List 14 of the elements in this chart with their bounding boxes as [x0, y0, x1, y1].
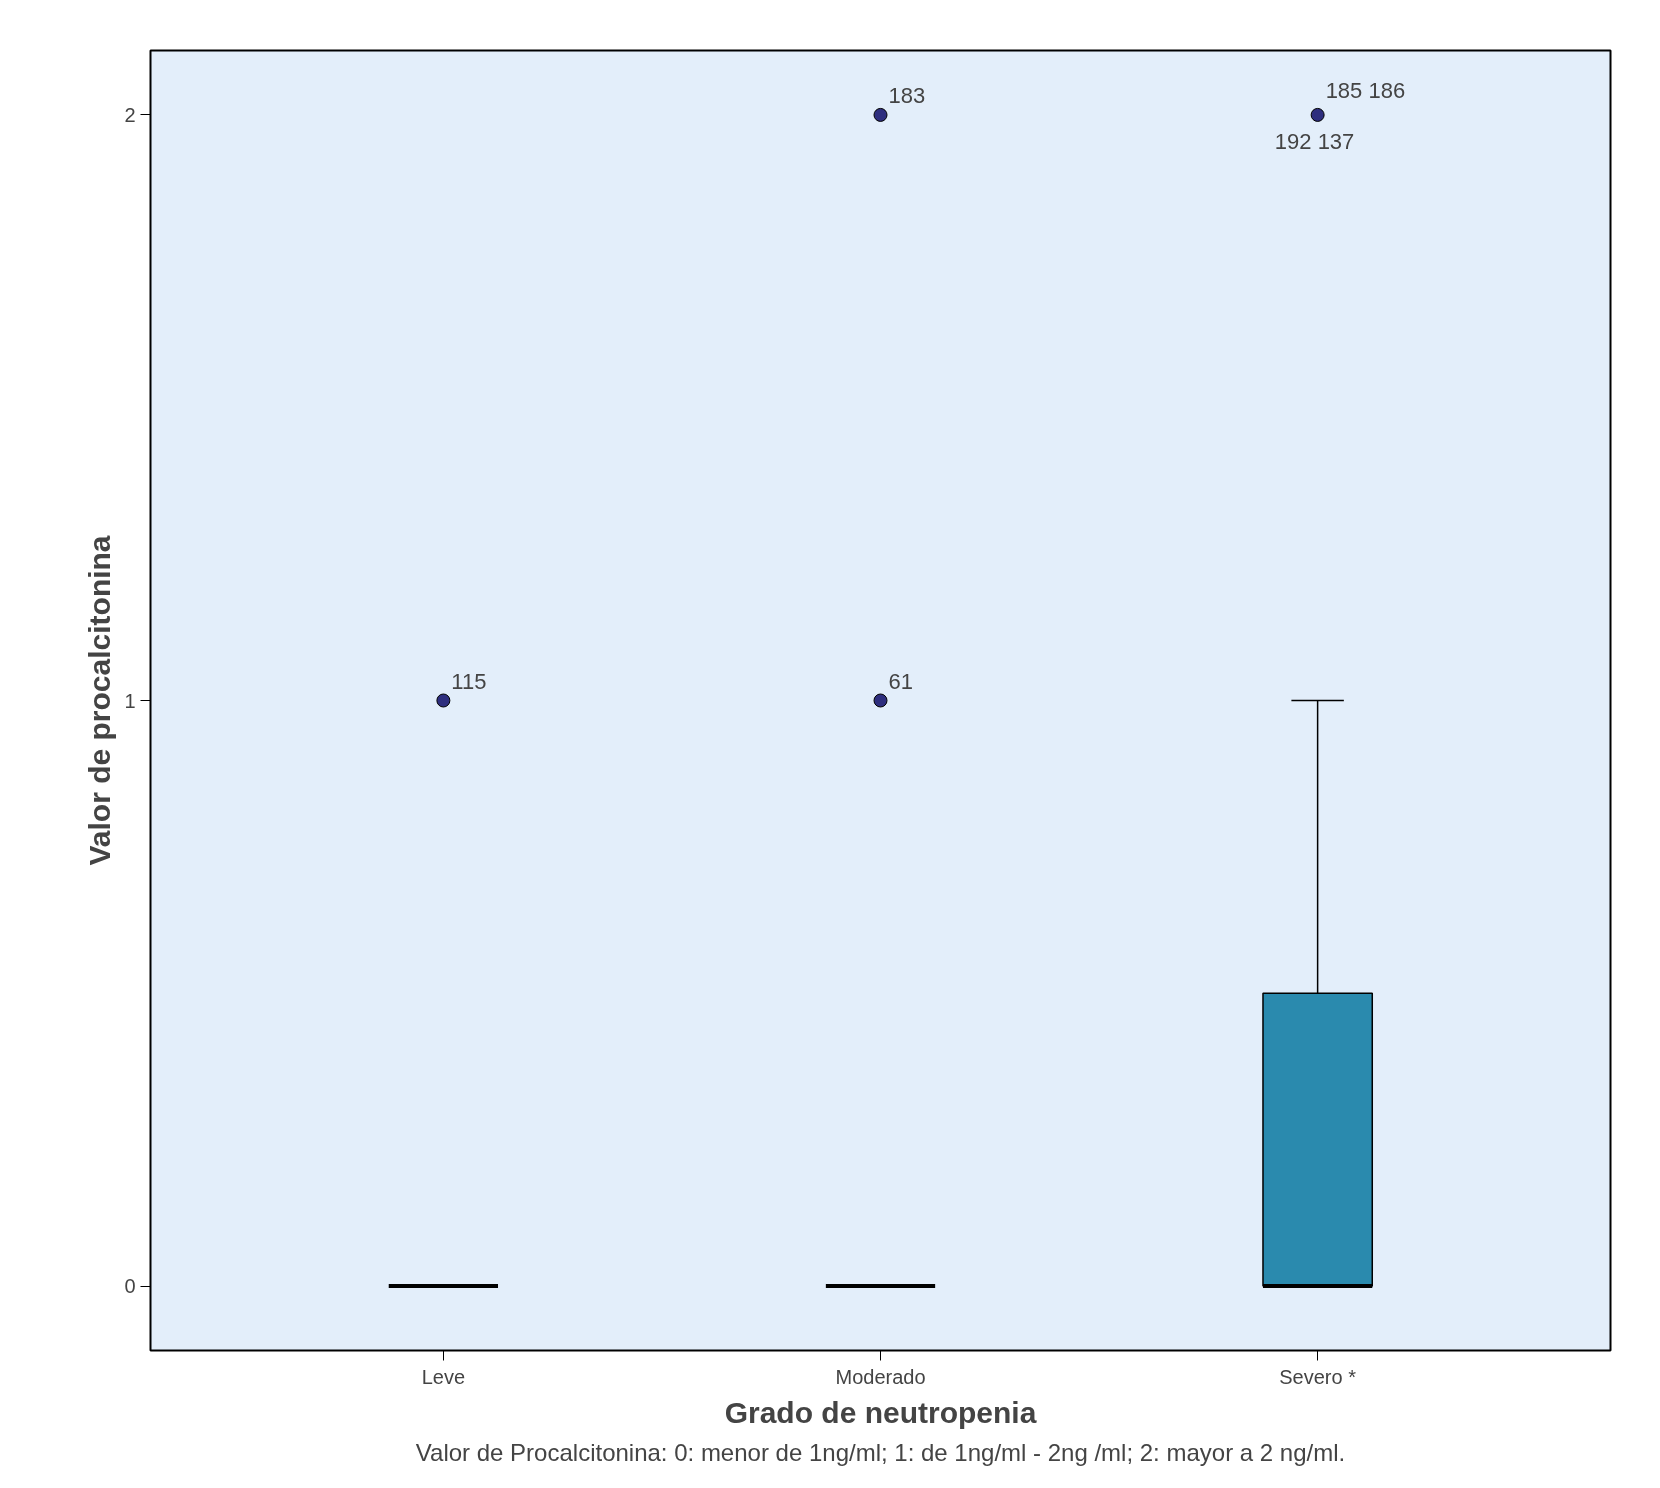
annotation: 183 [888, 82, 926, 108]
annotation: 185 186 [1325, 77, 1406, 103]
annotation: 115 [451, 668, 487, 694]
y-tick-label: 1 [124, 689, 136, 712]
x-axis-title: Grado de neutropenia [724, 1395, 1037, 1429]
y-tick-label: 0 [124, 1275, 136, 1298]
x-tick-label: Leve [421, 1365, 466, 1388]
x-tick-label: Moderado [835, 1365, 926, 1388]
x-tick-label: Severo * [1279, 1365, 1357, 1388]
y-tick-label: 2 [124, 103, 136, 126]
y-axis-title: Valor de procalcitonina [83, 535, 117, 866]
annotation: 61 [888, 668, 913, 694]
text: Valor de Procalcitonina: 0: menor de 1ng/ml; 1: de 1ng/ml - 2ng /ml; 2: mayor a 2 ng/ml. [415, 1438, 1346, 1466]
annotation: 192 137 [1274, 128, 1355, 154]
